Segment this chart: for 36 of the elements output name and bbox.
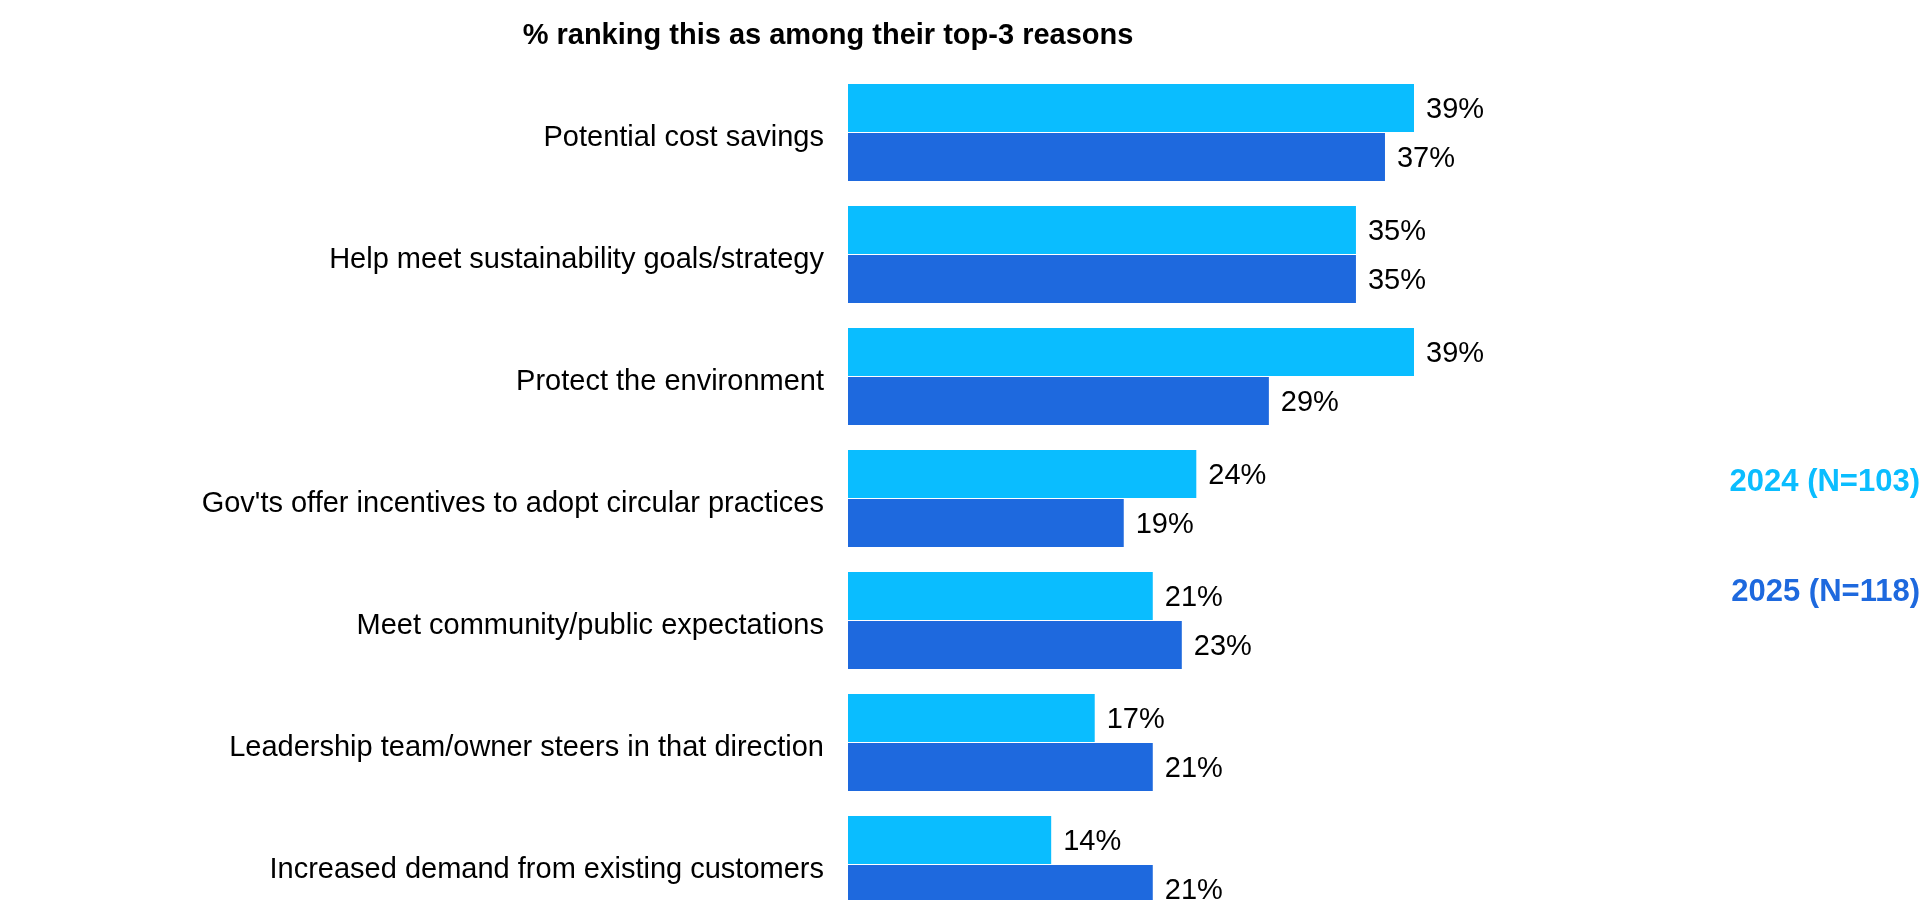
bar bbox=[848, 377, 1269, 425]
bar bbox=[848, 84, 1414, 132]
y-tick-label: Protect the environment bbox=[516, 363, 824, 396]
data-label: 19% bbox=[1135, 507, 1194, 540]
bar bbox=[848, 133, 1385, 181]
data-label: 39% bbox=[1426, 92, 1485, 125]
data-label: 35% bbox=[1367, 263, 1426, 296]
data-label: 21% bbox=[1164, 580, 1223, 613]
text: 2025 (N=118) bbox=[1731, 573, 1920, 609]
bar bbox=[848, 694, 1095, 742]
y-tick-label: Meet community/public expectations bbox=[356, 607, 824, 640]
data-label: 14% bbox=[1063, 824, 1122, 857]
data-label: 24% bbox=[1208, 458, 1267, 491]
bar bbox=[848, 621, 1182, 669]
data-label: 37% bbox=[1396, 141, 1456, 174]
text: 2024 (N=103) bbox=[1729, 463, 1920, 499]
bar bbox=[848, 572, 1153, 620]
data-label: 23% bbox=[1193, 629, 1252, 662]
bar bbox=[848, 450, 1197, 498]
y-tick-label: Leadership team/owner steers in that direction bbox=[229, 729, 824, 762]
y-tick-label: Help meet sustainability goals/strategy bbox=[329, 241, 825, 274]
y-tick-label: Gov'ts offer incentives to adopt circular practices bbox=[201, 485, 824, 518]
data-label: 35% bbox=[1367, 214, 1426, 247]
data-label: 29% bbox=[1280, 385, 1339, 418]
data-label: 21% bbox=[1164, 873, 1223, 906]
y-tick-label: Increased demand from existing customers bbox=[269, 851, 824, 884]
chart-title: % ranking this as among their top-3 reasons bbox=[522, 18, 1134, 50]
bar bbox=[848, 255, 1356, 303]
data-label: 39% bbox=[1426, 336, 1485, 369]
bar bbox=[848, 206, 1356, 254]
bar bbox=[848, 743, 1153, 791]
data-label: 21% bbox=[1164, 751, 1223, 784]
bar bbox=[848, 328, 1414, 376]
bar bbox=[848, 499, 1124, 547]
y-tick-label: Potential cost savings bbox=[543, 119, 824, 152]
data-label: 17% bbox=[1106, 702, 1165, 735]
